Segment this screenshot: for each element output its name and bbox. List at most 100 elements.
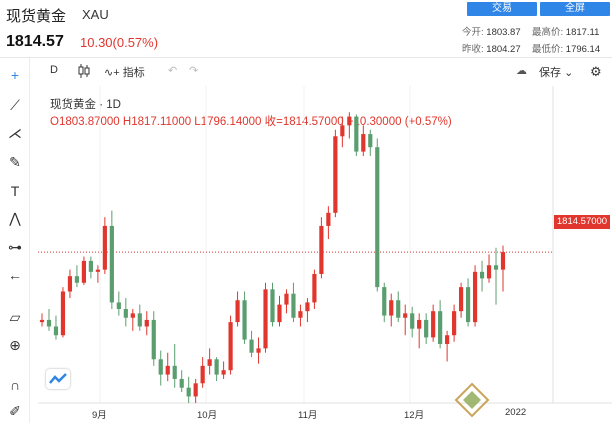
x-tick-label: 2022 <box>505 407 527 418</box>
candle-up <box>39 319 45 323</box>
lock-drawing-icon[interactable]: ✐ <box>9 403 21 419</box>
candle-up <box>81 260 87 283</box>
chart-toolbar: D ∿+ 指标 ↶ ↷ ☁ 保存 ⌄ ⚙ <box>0 58 612 86</box>
text-icon[interactable]: T <box>10 183 20 199</box>
stat-open-value: 1803.87 <box>486 27 521 38</box>
brush-icon[interactable]: ✎ <box>9 154 21 170</box>
prediction-icon[interactable]: ⊶ <box>8 239 22 255</box>
candle-up <box>235 300 240 323</box>
candle-down <box>410 313 415 329</box>
trend-line-icon[interactable]: ⟋ <box>10 97 20 113</box>
candle-down <box>249 339 254 353</box>
chart-panel: D ∿+ 指标 ↶ ↷ ☁ 保存 ⌄ ⚙ + ⟋ ⋌ ✎ T ⋀ ⊶ ← ▱ ⊕… <box>0 57 612 423</box>
chart-legend-title: 现货黄金 · 1D <box>50 99 121 111</box>
candle-down <box>186 387 191 397</box>
candle-up <box>361 134 366 152</box>
candle-type-icon[interactable] <box>77 63 91 82</box>
candle-down <box>493 265 499 270</box>
candle-down <box>368 134 373 148</box>
candle-down <box>137 313 142 327</box>
candle-up <box>228 322 233 371</box>
candle-up <box>389 300 394 316</box>
candle-down <box>242 300 247 340</box>
candle-up <box>144 319 149 327</box>
candle-down <box>270 289 275 323</box>
candle-up <box>298 311 303 318</box>
candle-up <box>403 313 408 318</box>
candle-down <box>74 276 80 283</box>
candle-up <box>431 311 436 338</box>
stat-open-label: 今开: <box>462 27 484 38</box>
candle-down <box>53 326 59 336</box>
candle-up <box>60 291 66 336</box>
x-tick-label: 11月 <box>298 410 318 421</box>
tradingview-logo[interactable] <box>46 369 70 389</box>
candle-down <box>46 319 52 327</box>
candlestick-chart <box>38 86 612 404</box>
candles-icon <box>78 64 90 78</box>
redo-icon[interactable]: ↷ <box>189 65 199 77</box>
instrument-title: 现货黄金 <box>6 8 67 25</box>
ruler-icon[interactable]: ▱ <box>9 309 21 325</box>
stat-prev-close-value: 1804.27 <box>486 44 521 55</box>
candle-down <box>214 359 219 375</box>
candle-down <box>172 365 177 379</box>
interval-selector[interactable]: D <box>50 64 58 76</box>
candle-down <box>123 308 128 318</box>
candle-up <box>347 116 352 126</box>
candle-up <box>284 293 289 305</box>
candle-down <box>179 378 184 388</box>
candle-up <box>221 370 226 375</box>
last-price: 1814.57 <box>6 33 64 50</box>
fullscreen-button[interactable]: 全屏 <box>540 2 610 16</box>
candle-up <box>305 302 310 312</box>
stat-high-label: 最高价: <box>532 27 564 38</box>
candle-down <box>375 147 380 288</box>
pitchfork-icon[interactable]: ⋌ <box>8 125 22 141</box>
candle-down <box>465 287 471 323</box>
candle-up <box>102 225 107 270</box>
candle-up <box>200 365 205 384</box>
candle-up <box>312 274 317 303</box>
cloud-icon[interactable]: ☁ <box>516 65 527 77</box>
candle-up <box>445 335 450 344</box>
candle-up <box>67 276 73 292</box>
candle-up <box>486 265 492 279</box>
candle-up <box>193 383 198 397</box>
candle-down <box>479 271 485 279</box>
logo-icon <box>49 373 67 384</box>
drawing-toolbar: + ⟋ ⋌ ✎ T ⋀ ⊶ ← ▱ ⊕ ∩ ✐ <box>0 58 30 423</box>
x-tick-label: 10月 <box>197 410 218 421</box>
gear-icon[interactable]: ⚙ <box>590 64 602 79</box>
indicators-button[interactable]: ∿+ 指标 <box>104 64 145 80</box>
chevron-down-icon: ⌄ <box>564 67 574 79</box>
stat-low-label: 最低价: <box>532 44 564 55</box>
stat-high: 最高价: 1817.11 <box>532 24 599 38</box>
candle-up <box>333 136 338 213</box>
candle-down <box>424 319 429 338</box>
crosshair-icon[interactable]: + <box>10 67 20 83</box>
candle-up <box>340 125 345 137</box>
save-button[interactable]: 保存 ⌄ <box>539 64 573 80</box>
candle-up <box>417 319 422 329</box>
candle-down <box>109 225 114 303</box>
candle-up <box>452 311 457 336</box>
magnet-icon[interactable]: ∩ <box>9 377 21 393</box>
candle-up <box>130 313 135 318</box>
candle-up <box>472 271 478 323</box>
candle-down <box>382 287 387 316</box>
undo-icon[interactable]: ↶ <box>168 65 178 77</box>
quote-header: 现货黄金 XAU 1814.57 10.30(0.57%) 交易 全屏 今开: … <box>0 0 612 57</box>
stat-high-value: 1817.11 <box>565 27 600 38</box>
back-arrow-icon[interactable]: ← <box>8 267 22 283</box>
trade-button[interactable]: 交易 <box>467 2 537 16</box>
zoom-in-icon[interactable]: ⊕ <box>9 337 21 353</box>
indicators-label: 指标 <box>122 67 145 79</box>
candle-down <box>291 293 296 318</box>
indicators-icon: ∿+ <box>104 67 120 79</box>
stat-open: 今开: 1803.87 <box>462 24 521 38</box>
save-label: 保存 <box>539 67 561 79</box>
pattern-icon[interactable]: ⋀ <box>9 210 21 226</box>
candle-up <box>165 365 170 375</box>
candle-up <box>256 348 261 353</box>
